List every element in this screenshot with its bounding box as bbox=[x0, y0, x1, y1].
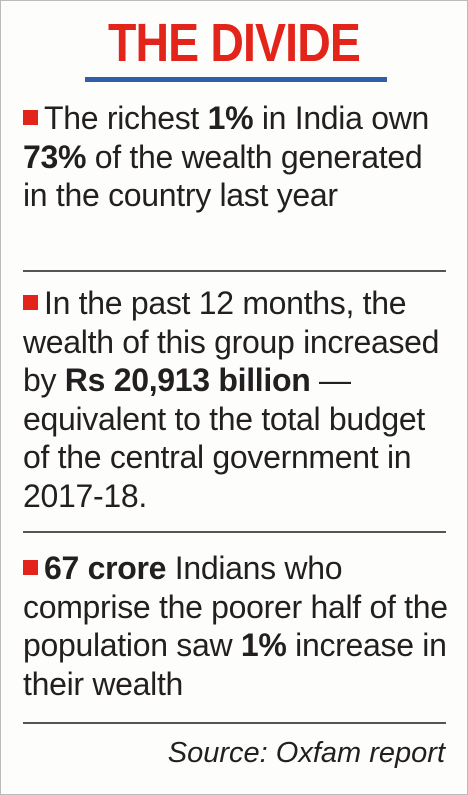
text: The richest bbox=[44, 100, 208, 136]
title-underline bbox=[85, 77, 387, 82]
bold-text: 67 crore bbox=[44, 550, 167, 586]
separator bbox=[23, 531, 446, 533]
separator bbox=[23, 270, 446, 272]
bold-text: 1% bbox=[207, 100, 254, 136]
bold-text: 73% bbox=[23, 138, 87, 175]
bold-text: Rs 20,913 billion bbox=[64, 362, 311, 398]
text: — equivalent to the total budget of the … bbox=[23, 362, 425, 514]
item: In the past 12 months, the wealth of thi… bbox=[23, 284, 453, 515]
text: Indians who comprise the poorer half of … bbox=[23, 550, 448, 663]
item: The richest 1% in India own 73% of the w… bbox=[23, 99, 453, 215]
bullet bbox=[23, 295, 38, 310]
separator bbox=[23, 722, 446, 724]
text: in India own bbox=[253, 100, 430, 136]
item: 67 crore Indians who comprise the poorer… bbox=[23, 549, 453, 703]
title: THE DIVIDE bbox=[107, 13, 361, 73]
bullet bbox=[23, 560, 38, 575]
bold-text: 1% bbox=[240, 627, 287, 663]
source: Source: Oxfam report bbox=[167, 737, 445, 769]
text: of the wealth generated in the country l… bbox=[23, 138, 423, 214]
bullet bbox=[23, 110, 38, 125]
text: increase in their wealth bbox=[23, 627, 447, 702]
text: In the past 12 months, the wealth of thi… bbox=[23, 285, 440, 398]
